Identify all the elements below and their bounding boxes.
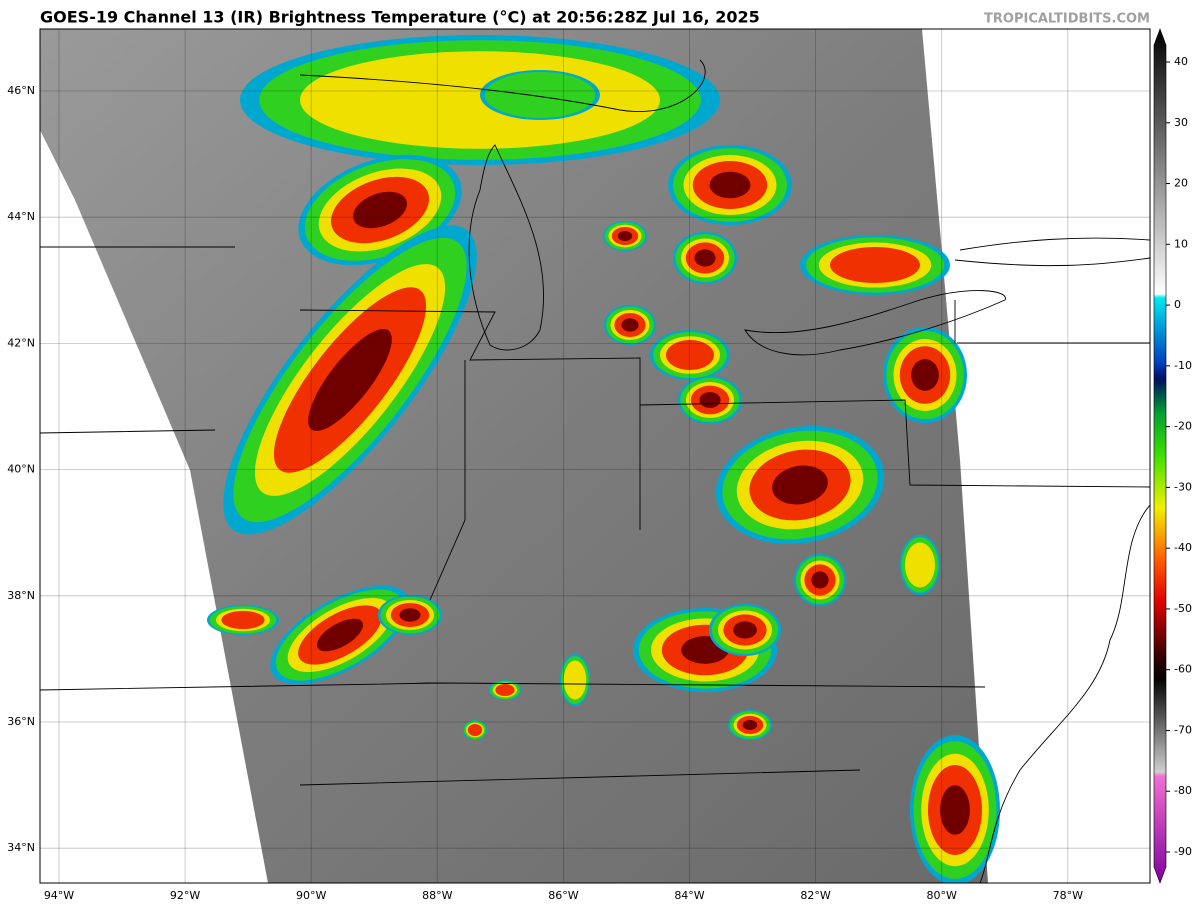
cloud-top bbox=[772, 465, 828, 505]
lake-erie bbox=[744, 290, 1006, 356]
cloud-top bbox=[308, 329, 392, 431]
lon-label: 80°W bbox=[927, 889, 957, 902]
cloud-top bbox=[563, 660, 587, 700]
colorbar-label: 0 bbox=[1174, 298, 1181, 311]
lat-label: 46°N bbox=[7, 84, 35, 97]
cloud-top bbox=[621, 318, 639, 332]
lon-label: 82°W bbox=[800, 889, 830, 902]
cloud-top bbox=[399, 608, 421, 622]
lon-label: 86°W bbox=[548, 889, 578, 902]
colorbar-label: -80 bbox=[1174, 784, 1192, 797]
cloud-top bbox=[911, 359, 939, 391]
lon-label: 92°W bbox=[170, 889, 200, 902]
colorbar-label: -20 bbox=[1174, 420, 1192, 433]
lon-label: 84°W bbox=[674, 889, 704, 902]
state-lines bbox=[299, 300, 1150, 601]
graticule bbox=[40, 29, 1150, 883]
cloud-top bbox=[733, 621, 757, 639]
credit: TROPICALTIDBITS.COM bbox=[984, 12, 1150, 27]
lake-michigan bbox=[468, 144, 544, 351]
cloud-top bbox=[617, 231, 633, 241]
lon-label: 88°W bbox=[422, 889, 452, 902]
labels: 46°N 44°N 42°N 40°N 38°N 36°N 34°N 94°W 92°W 90°W… bbox=[7, 55, 1192, 902]
colorbar-label: 10 bbox=[1174, 237, 1188, 250]
lat-label: 36°N bbox=[7, 715, 35, 728]
state-lines bbox=[40, 246, 986, 786]
cloud-top bbox=[300, 51, 660, 149]
cloud-top bbox=[811, 571, 829, 589]
colorbar-label: 30 bbox=[1174, 116, 1188, 129]
cloud-top bbox=[694, 249, 716, 267]
cloud-top bbox=[484, 72, 596, 118]
cloud-top bbox=[316, 618, 364, 652]
lat-label: 44°N bbox=[7, 210, 35, 223]
lon-label: 78°W bbox=[1053, 889, 1083, 902]
lat-label: 34°N bbox=[7, 841, 35, 854]
cloud-top bbox=[353, 191, 407, 229]
lake-ontario bbox=[954, 237, 1150, 267]
cloud-top bbox=[905, 542, 935, 588]
map-frame bbox=[39, 28, 1151, 884]
cloud-top bbox=[467, 724, 483, 736]
cloud-top bbox=[742, 720, 758, 730]
lon-label: 90°W bbox=[296, 889, 326, 902]
lon-label: 94°W bbox=[44, 889, 74, 902]
cloud-top bbox=[709, 171, 751, 199]
borders bbox=[40, 59, 1150, 883]
colorbar-label: -40 bbox=[1174, 541, 1192, 554]
lake-superior bbox=[299, 59, 706, 112]
colorbar-label: 20 bbox=[1174, 177, 1188, 190]
colorbar-label: -30 bbox=[1174, 480, 1192, 493]
colorbar-label: -60 bbox=[1174, 663, 1192, 676]
colorbar-label: -70 bbox=[1174, 723, 1192, 736]
colorbar-label: -50 bbox=[1174, 602, 1192, 615]
colorbar-label: 40 bbox=[1174, 55, 1188, 68]
cloud-top bbox=[699, 392, 721, 408]
cloud-tops bbox=[207, 35, 1000, 883]
lat-label: 38°N bbox=[7, 589, 35, 602]
cloud-top bbox=[940, 785, 970, 835]
lat-label: 40°N bbox=[7, 463, 35, 476]
cloud-top bbox=[495, 684, 515, 696]
coastline bbox=[979, 504, 1150, 883]
colorbar-label: -10 bbox=[1174, 359, 1192, 372]
map-layer bbox=[40, 29, 1150, 883]
colorbar-label: -90 bbox=[1174, 845, 1192, 858]
title: GOES-19 Channel 13 (IR) Brightness Tempe… bbox=[40, 8, 760, 27]
lat-label: 42°N bbox=[7, 336, 35, 349]
colorbar bbox=[1153, 28, 1167, 884]
cloud-top bbox=[221, 611, 265, 629]
cloud-top bbox=[830, 247, 920, 283]
cloud-top bbox=[666, 340, 714, 370]
